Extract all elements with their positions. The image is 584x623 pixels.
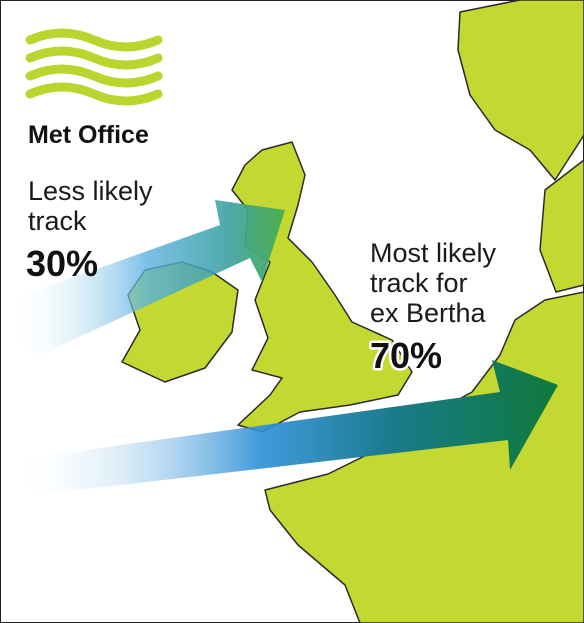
track-label: Less likely (28, 176, 153, 206)
track-probability: 30% (26, 243, 98, 284)
track-arrow-less-likely (10, 200, 285, 355)
track-label: track for (370, 268, 468, 298)
track-label: track (28, 206, 87, 236)
scandinavia (457, 0, 584, 181)
track-label: Most likely (370, 238, 497, 268)
track-arrow-most-likely (15, 360, 558, 492)
track-probability: 70% (370, 335, 442, 376)
track-label: ex Bertha (370, 298, 487, 328)
logo-name: Met Office (28, 121, 149, 149)
met-office-logo (25, 28, 163, 106)
denmark (539, 159, 584, 293)
